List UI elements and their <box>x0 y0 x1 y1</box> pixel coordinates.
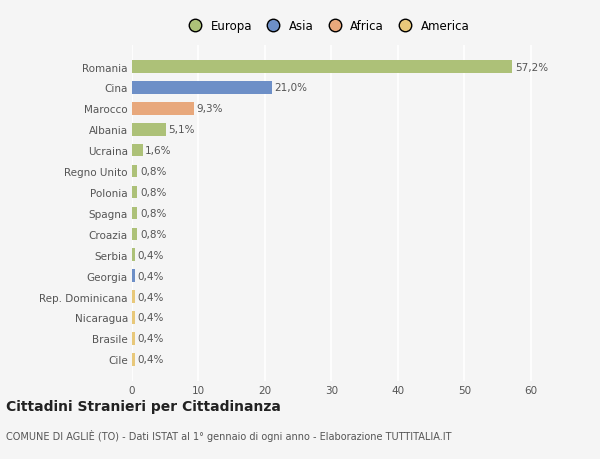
Bar <box>132 82 272 95</box>
Bar <box>132 165 137 178</box>
Bar <box>132 270 134 282</box>
Text: 0,4%: 0,4% <box>137 271 164 281</box>
Legend: Europa, Asia, Africa, America: Europa, Asia, Africa, America <box>184 20 469 34</box>
Text: 5,1%: 5,1% <box>169 125 195 135</box>
Text: 1,6%: 1,6% <box>145 146 172 156</box>
Bar <box>132 103 194 115</box>
Bar <box>132 207 137 220</box>
Text: 0,8%: 0,8% <box>140 167 166 177</box>
Bar <box>132 249 134 262</box>
Text: 0,4%: 0,4% <box>137 292 164 302</box>
Bar <box>132 145 143 157</box>
Text: 9,3%: 9,3% <box>196 104 223 114</box>
Bar <box>132 61 512 73</box>
Text: 0,8%: 0,8% <box>140 230 166 239</box>
Bar <box>132 291 134 303</box>
Text: 0,4%: 0,4% <box>137 313 164 323</box>
Text: 0,4%: 0,4% <box>137 334 164 344</box>
Bar <box>132 353 134 366</box>
Bar <box>132 124 166 136</box>
Text: 0,4%: 0,4% <box>137 250 164 260</box>
Bar <box>132 312 134 324</box>
Text: 21,0%: 21,0% <box>274 83 307 93</box>
Text: 57,2%: 57,2% <box>515 62 548 73</box>
Bar <box>132 332 134 345</box>
Text: Cittadini Stranieri per Cittadinanza: Cittadini Stranieri per Cittadinanza <box>6 399 281 413</box>
Bar <box>132 228 137 241</box>
Text: COMUNE DI AGLIÈ (TO) - Dati ISTAT al 1° gennaio di ogni anno - Elaborazione TUTT: COMUNE DI AGLIÈ (TO) - Dati ISTAT al 1° … <box>6 429 452 441</box>
Text: 0,8%: 0,8% <box>140 208 166 218</box>
Bar <box>132 186 137 199</box>
Text: 0,4%: 0,4% <box>137 354 164 364</box>
Text: 0,8%: 0,8% <box>140 188 166 197</box>
